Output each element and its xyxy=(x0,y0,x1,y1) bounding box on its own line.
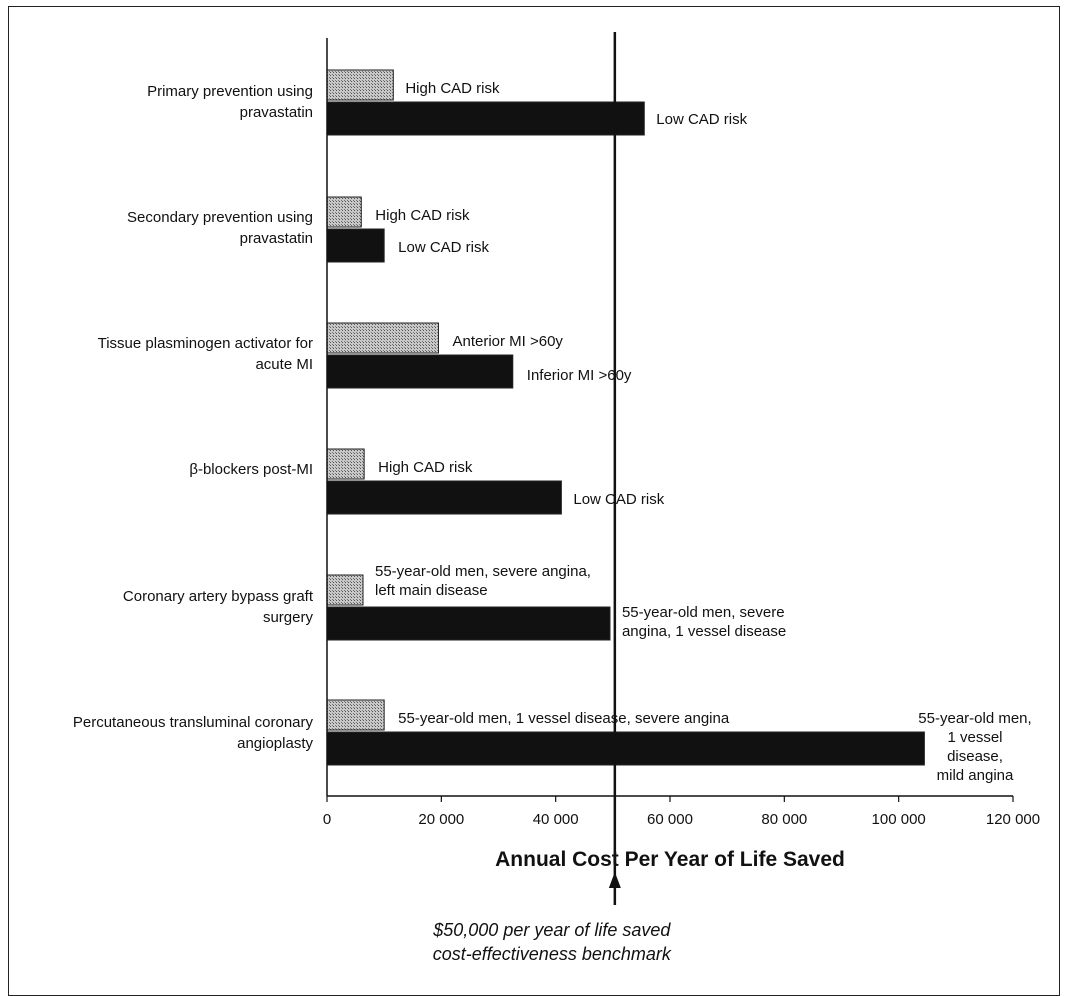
x-tick-label-3: 60 000 xyxy=(647,811,693,828)
x-tick-label-0: 0 xyxy=(323,811,331,828)
benchmark-arrowhead xyxy=(608,872,621,888)
bar-label-1-0: High CAD risk xyxy=(375,207,470,224)
axes-layer: 0 20 000 40 000 60 000 80 000 100 000 120 000 A… xyxy=(323,32,1040,964)
x-tick-label-5: 100 000 xyxy=(872,811,926,828)
bar-solid-3 xyxy=(326,480,562,515)
bar-solid-2 xyxy=(326,354,514,389)
bar-label-5-1: 55-year-old men, 1 vessel disease, mild ang… xyxy=(918,710,1031,784)
bar-label-1-1: Low CAD risk xyxy=(398,239,489,256)
category-label-2: Tissue plasminogen activator for acute MI xyxy=(98,335,313,373)
benchmark-label: $50,000 per year of life saved cost-effec… xyxy=(432,920,672,964)
bars-layer xyxy=(326,69,925,766)
labels-layer: High CAD risk Low CAD risk Primary prevent… xyxy=(73,80,1032,784)
bar-label-4-1: 55-year-old men, severe angina, 1 vessel … xyxy=(622,604,786,640)
category-label-3: β-blockers post-MI xyxy=(189,461,313,478)
bar-solid-1 xyxy=(326,228,385,263)
bar-solid-4 xyxy=(326,606,611,641)
bar-solid-5 xyxy=(326,731,925,766)
bar-hatched-2 xyxy=(326,322,439,354)
bar-hatched-5 xyxy=(326,699,385,731)
bar-hatched-3 xyxy=(326,448,365,480)
x-tick-label-2: 40 000 xyxy=(533,811,579,828)
x-tick-label-4: 80 000 xyxy=(761,811,807,828)
category-label-1: Secondary prevention using pravastatin xyxy=(127,209,313,247)
category-label-4: Coronary artery bypass graft surgery xyxy=(123,588,314,626)
category-label-0: Primary prevention using pravastatin xyxy=(147,83,313,121)
bar-label-2-1: Inferior MI >60y xyxy=(527,367,632,384)
x-axis-title: Annual Cost Per Year of Life Saved xyxy=(495,848,845,871)
bar-solid-0 xyxy=(326,101,645,136)
bar-label-4-0: 55-year-old men, severe angina, left main… xyxy=(375,563,591,599)
bar-label-3-1: Low CAD risk xyxy=(573,491,664,508)
bar-hatched-0 xyxy=(326,69,394,101)
bar-label-0-1: Low CAD risk xyxy=(656,111,747,128)
category-label-5: Percutaneous transluminal coronary angiop… xyxy=(73,714,314,752)
bar-label-0-0: High CAD risk xyxy=(405,80,500,97)
bar-hatched-1 xyxy=(326,196,362,228)
bar-hatched-4 xyxy=(326,574,364,606)
x-tick-label-6: 120 000 xyxy=(986,811,1040,828)
bar-label-3-0: High CAD risk xyxy=(378,459,473,476)
bar-label-5-0: 55-year-old men, 1 vessel disease, sever… xyxy=(398,710,730,727)
x-tick-label-1: 20 000 xyxy=(418,811,464,828)
bar-label-2-0: Anterior MI >60y xyxy=(452,333,563,350)
